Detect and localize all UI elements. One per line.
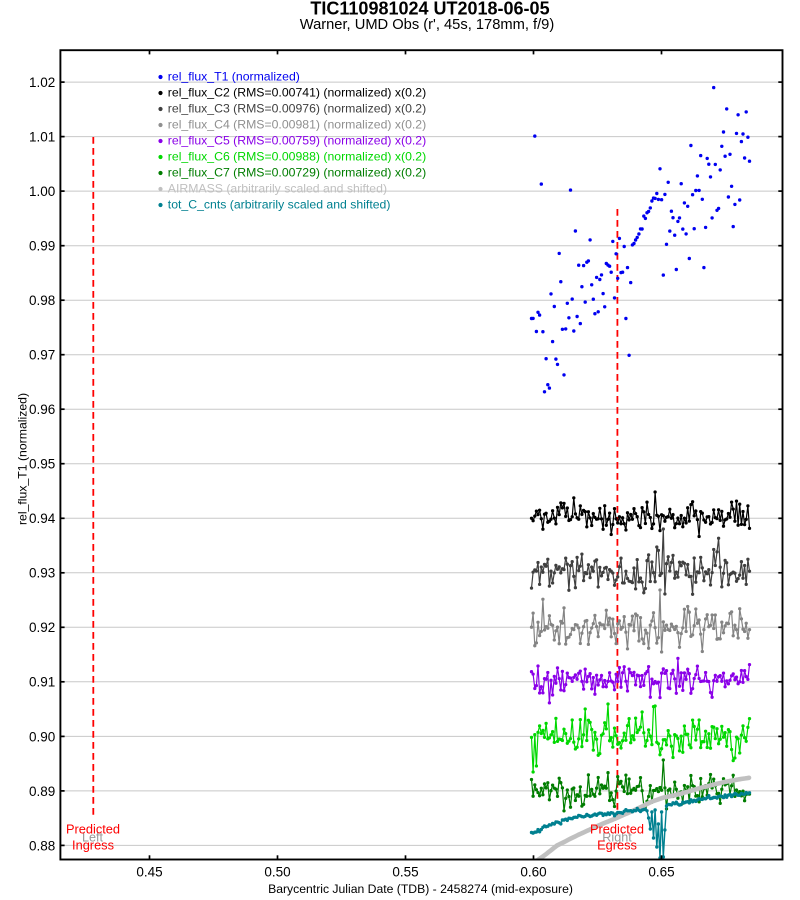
- svg-text:Left: Left: [82, 831, 104, 845]
- svg-text:tot_C_cnts (arbitrarily scaled: tot_C_cnts (arbitrarily scaled and shift…: [168, 198, 391, 212]
- svg-text:rel_flux_C6 (RMS=0.00988) (nor: rel_flux_C6 (RMS=0.00988) (normalized) x…: [168, 150, 426, 164]
- svg-text:0.65: 0.65: [648, 865, 674, 880]
- svg-text:0.92: 0.92: [29, 620, 55, 635]
- svg-text:0.90: 0.90: [29, 729, 55, 744]
- svg-text:Ingress: Ingress: [72, 838, 114, 853]
- svg-text:0.96: 0.96: [29, 402, 55, 417]
- svg-text:0.98: 0.98: [29, 293, 55, 308]
- svg-text:rel_flux_C4 (RMS=0.00981) (nor: rel_flux_C4 (RMS=0.00981) (normalized) x…: [168, 118, 426, 132]
- svg-text:0.50: 0.50: [264, 865, 290, 880]
- svg-text:rel_flux_C5 (RMS=0.00759) (nor: rel_flux_C5 (RMS=0.00759) (normalized) x…: [168, 134, 426, 148]
- svg-text:Warner, UMD Obs (r', 45s, 178m: Warner, UMD Obs (r', 45s, 178mm, f/9): [300, 17, 554, 33]
- svg-text:0.95: 0.95: [29, 457, 55, 472]
- svg-text:0.45: 0.45: [136, 865, 162, 880]
- svg-text:0.60: 0.60: [520, 865, 546, 880]
- svg-text:rel_flux_C3 (RMS=0.00976) (nor: rel_flux_C3 (RMS=0.00976) (normalized) x…: [168, 102, 426, 116]
- svg-text:0.89: 0.89: [29, 784, 55, 799]
- svg-text:0.55: 0.55: [392, 865, 418, 880]
- svg-text:Right: Right: [602, 831, 632, 845]
- svg-text:1.01: 1.01: [29, 130, 55, 145]
- svg-text:0.88: 0.88: [29, 838, 55, 853]
- svg-text:1.02: 1.02: [29, 75, 55, 90]
- svg-text:TIC110981024 UT2018-06-05: TIC110981024 UT2018-06-05: [310, 0, 549, 19]
- svg-text:Egress: Egress: [597, 838, 637, 853]
- svg-text:0.99: 0.99: [29, 239, 55, 254]
- svg-text:Predicted: Predicted: [66, 822, 120, 837]
- svg-text:rel_flux_C2 (RMS=0.00741) (nor: rel_flux_C2 (RMS=0.00741) (normalized) x…: [168, 86, 426, 100]
- svg-text:1.00: 1.00: [29, 184, 55, 199]
- svg-text:0.93: 0.93: [29, 566, 55, 581]
- svg-text:rel_flux_T1 (normalized): rel_flux_T1 (normalized): [168, 70, 300, 84]
- svg-text:Predicted: Predicted: [590, 822, 644, 837]
- svg-text:rel_flux_C7 (RMS=0.00729) (nor: rel_flux_C7 (RMS=0.00729) (normalized) x…: [168, 166, 426, 180]
- svg-text:0.91: 0.91: [29, 675, 55, 690]
- svg-text:AIRMASS (arbitrarily scaled an: AIRMASS (arbitrarily scaled and shifted): [168, 182, 387, 196]
- svg-text:rel_flux_T1 (normalized): rel_flux_T1 (normalized): [16, 393, 30, 525]
- svg-text:Barycentric Julian Date (TDB): Barycentric Julian Date (TDB) - 2458274 …: [268, 882, 573, 896]
- svg-text:0.97: 0.97: [29, 348, 55, 363]
- svg-text:0.94: 0.94: [29, 511, 56, 526]
